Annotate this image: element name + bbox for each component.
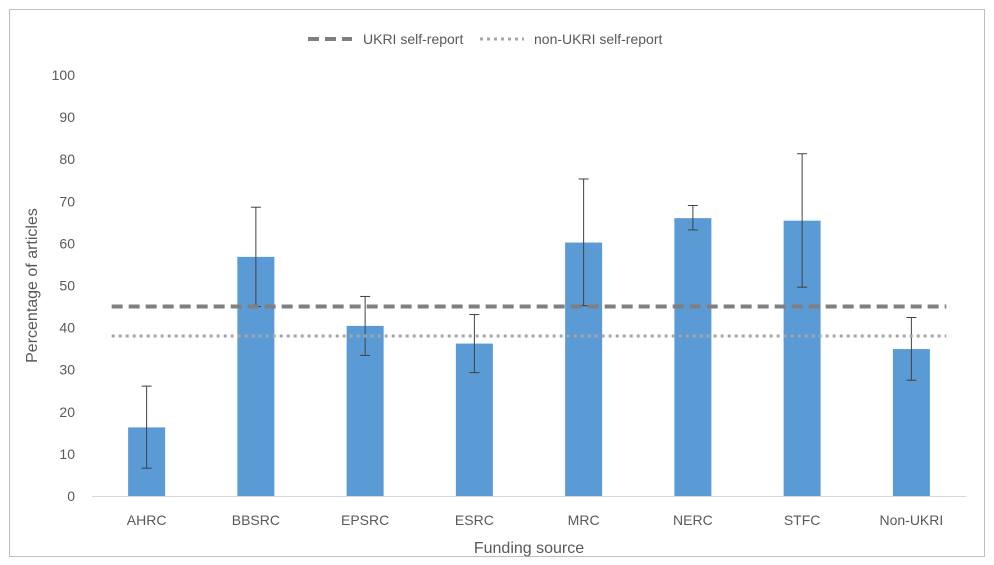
x-tick-label: MRC	[568, 512, 600, 528]
error-bar	[469, 314, 480, 374]
error-bar	[797, 153, 808, 288]
y-tick-label: 80	[59, 151, 75, 167]
error-bar	[906, 316, 917, 381]
y-tick-label: 90	[59, 109, 75, 125]
y-tick-label: 40	[59, 320, 75, 336]
chart-frame	[9, 9, 985, 557]
error-bar	[141, 385, 152, 469]
reference-lines	[111, 304, 947, 338]
x-tick-label: BBSRC	[232, 512, 280, 528]
x-axis-ticks: AHRC BBSRC EPSRC ESRC MRC NERC STFC Non-UKRI	[127, 512, 943, 528]
error-bars	[141, 153, 917, 469]
legend-label-non-ukri: non-UKRI self-report	[534, 31, 662, 47]
y-tick-label: 30	[59, 362, 75, 378]
x-tick-label: Non-UKRI	[879, 512, 943, 528]
x-tick-label: EPSRC	[341, 512, 389, 528]
y-tick-label: 60	[59, 235, 75, 251]
y-tick-label: 100	[52, 67, 76, 83]
legend-label-ukri: UKRI self-report	[363, 31, 463, 47]
x-tick-label: ESRC	[455, 512, 494, 528]
y-tick-label: 20	[59, 404, 75, 420]
x-tick-label: NERC	[673, 512, 713, 528]
x-axis-title: Funding source	[474, 540, 584, 557]
y-axis-title: Percentage of articles	[24, 208, 41, 363]
x-tick-label: AHRC	[127, 512, 167, 528]
bars	[128, 218, 930, 496]
error-bar	[360, 295, 371, 356]
y-tick-label: 0	[67, 488, 75, 504]
y-axis-ticks: 0 10 20 30 40 50 60 70 80 90 100	[52, 67, 76, 504]
y-tick-label: 50	[59, 278, 75, 294]
error-bar	[687, 205, 698, 231]
x-tick-label: STFC	[784, 512, 821, 528]
bar	[674, 218, 712, 496]
y-tick-label: 70	[59, 193, 75, 209]
legend: UKRI self-report non-UKRI self-report	[308, 31, 662, 47]
y-tick-label: 10	[59, 446, 75, 462]
